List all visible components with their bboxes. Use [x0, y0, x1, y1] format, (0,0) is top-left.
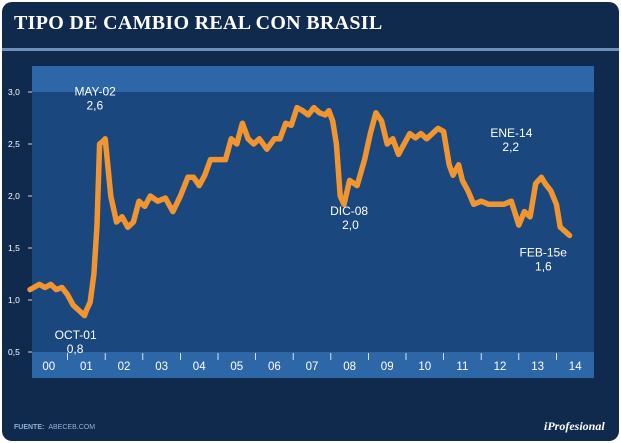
x-tick-label: 05: [230, 361, 243, 373]
x-axis-band: [32, 352, 594, 378]
x-tick-label: 01: [80, 361, 93, 373]
y-tick-label: 1,0: [8, 295, 20, 305]
x-tick-label: 10: [418, 361, 431, 373]
y-tick-label: 2,5: [8, 139, 20, 149]
x-tick-label: 00: [42, 361, 55, 373]
annotation-label: MAY-02: [74, 85, 116, 99]
annotation-label: ENE-14: [490, 126, 532, 140]
y-tick-label: 3,0: [8, 87, 20, 97]
annotation-value: 0,8: [67, 342, 84, 356]
x-tick-label: 02: [118, 361, 131, 373]
y-tick-label: 2,0: [8, 191, 20, 201]
brand-logo: iProfesional: [544, 419, 605, 433]
source-label: FUENTE:: [14, 424, 45, 431]
annotation-value: 2,6: [86, 99, 103, 113]
x-tick-label: 09: [381, 361, 394, 373]
plot-header-band: [32, 66, 594, 92]
series-line: [27, 104, 573, 319]
annotation-label: OCT-01: [55, 328, 97, 342]
x-tick-label: 03: [155, 361, 168, 373]
source-footer: FUENTE: ABECEB.COM: [14, 424, 95, 431]
x-tick-label: 07: [306, 361, 319, 373]
annotation-value: 2,2: [502, 140, 519, 154]
x-tick-label: 13: [531, 361, 544, 373]
x-tick-label: 06: [268, 361, 281, 373]
x-tick-label: 12: [494, 361, 507, 373]
chart-title: TIPO DE CAMBIO REAL CON BRASIL: [14, 12, 383, 34]
x-tick-label: 14: [569, 361, 582, 373]
x-tick-label: 04: [193, 361, 206, 373]
x-tick-label: 08: [343, 361, 356, 373]
y-tick-label: 1,5: [8, 243, 20, 253]
source-value: ABECEB.COM: [48, 424, 96, 431]
annotation-value: 1,6: [535, 260, 552, 274]
title-divider: [2, 48, 619, 51]
y-tick-label: 0,5: [8, 347, 20, 357]
x-tick-label: 11: [456, 361, 468, 373]
annotation-label: DIC-08: [330, 204, 368, 218]
annotation-value: 2,0: [342, 218, 359, 232]
annotation-label: FEB-15e: [520, 246, 568, 260]
